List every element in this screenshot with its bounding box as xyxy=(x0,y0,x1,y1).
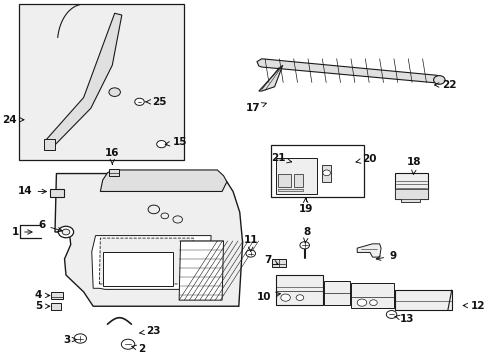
Circle shape xyxy=(369,300,376,306)
Bar xyxy=(51,292,62,299)
Polygon shape xyxy=(179,241,223,300)
Polygon shape xyxy=(99,238,193,284)
Bar xyxy=(400,197,419,202)
Text: 7: 7 xyxy=(264,255,278,265)
Circle shape xyxy=(109,88,120,96)
Bar xyxy=(395,290,451,310)
Circle shape xyxy=(148,205,159,214)
Text: 24: 24 xyxy=(2,115,24,125)
Circle shape xyxy=(299,242,309,249)
Circle shape xyxy=(245,250,255,257)
Bar xyxy=(276,158,316,194)
Circle shape xyxy=(161,213,168,219)
Text: 20: 20 xyxy=(355,154,376,164)
Bar xyxy=(395,189,427,199)
Text: 5: 5 xyxy=(35,301,50,311)
Text: 21: 21 xyxy=(270,153,291,163)
Bar xyxy=(109,168,119,176)
Bar xyxy=(323,282,349,305)
Bar xyxy=(102,252,173,286)
Circle shape xyxy=(173,216,182,223)
Bar xyxy=(272,259,285,267)
Text: 22: 22 xyxy=(434,80,455,90)
Bar xyxy=(350,283,393,309)
Text: 19: 19 xyxy=(298,198,312,215)
Circle shape xyxy=(156,140,166,148)
Bar xyxy=(51,303,61,310)
Text: 11: 11 xyxy=(243,235,258,252)
Text: 9: 9 xyxy=(375,251,395,261)
Text: 1: 1 xyxy=(12,227,32,237)
Text: 4: 4 xyxy=(35,291,50,301)
Polygon shape xyxy=(256,59,444,83)
Bar xyxy=(277,189,303,192)
Polygon shape xyxy=(45,13,122,145)
Polygon shape xyxy=(258,65,282,91)
Text: 2: 2 xyxy=(131,343,145,354)
Text: 17: 17 xyxy=(245,103,266,113)
Text: 15: 15 xyxy=(165,138,187,147)
Text: 10: 10 xyxy=(256,292,280,302)
Text: 14: 14 xyxy=(18,186,46,197)
Text: 13: 13 xyxy=(394,314,414,324)
Circle shape xyxy=(62,229,70,235)
Text: 25: 25 xyxy=(146,97,166,107)
Bar xyxy=(277,174,291,187)
Circle shape xyxy=(433,76,444,84)
Polygon shape xyxy=(92,235,211,289)
Bar xyxy=(293,174,303,187)
Text: 18: 18 xyxy=(407,157,421,175)
Text: 23: 23 xyxy=(140,326,160,336)
Polygon shape xyxy=(356,244,380,257)
Text: 16: 16 xyxy=(105,148,119,164)
Polygon shape xyxy=(44,139,55,149)
Polygon shape xyxy=(100,170,226,192)
Circle shape xyxy=(296,295,303,301)
Circle shape xyxy=(74,334,86,343)
Text: 8: 8 xyxy=(303,228,309,243)
Text: 3: 3 xyxy=(63,334,77,345)
Bar xyxy=(19,4,183,160)
Text: 12: 12 xyxy=(462,301,484,311)
Bar xyxy=(50,189,63,197)
Bar xyxy=(395,173,427,199)
Circle shape xyxy=(121,339,135,349)
Circle shape xyxy=(322,170,330,176)
Bar xyxy=(271,145,364,197)
Bar xyxy=(276,275,322,305)
Circle shape xyxy=(280,294,290,301)
Circle shape xyxy=(356,299,366,306)
Circle shape xyxy=(386,311,396,319)
Text: 6: 6 xyxy=(38,220,62,232)
Circle shape xyxy=(135,98,144,105)
Circle shape xyxy=(58,226,74,238)
Bar xyxy=(322,165,330,182)
Polygon shape xyxy=(55,174,242,306)
